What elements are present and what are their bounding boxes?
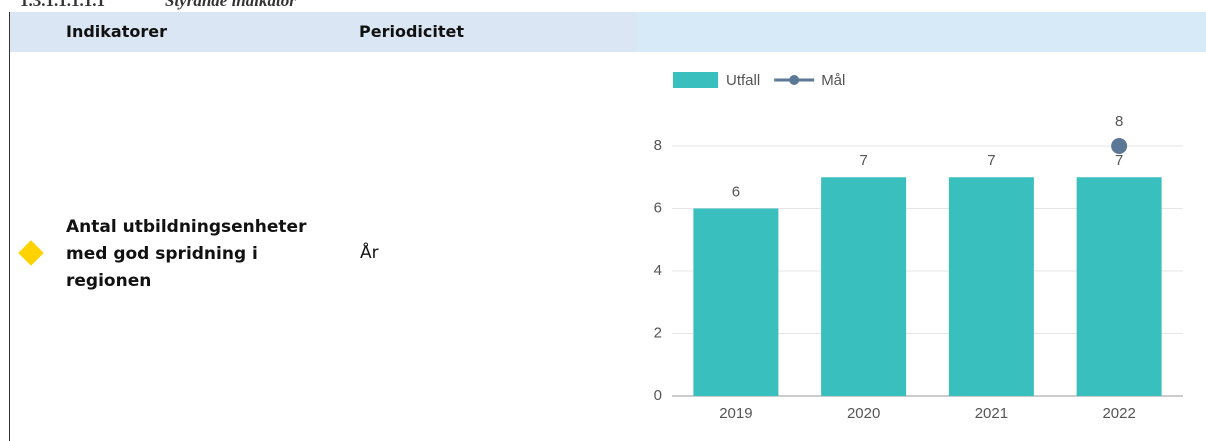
header-cell: Indikatorer: [9, 12, 347, 52]
heading-title: Styrande indikator: [165, 0, 296, 10]
bar: [821, 177, 907, 396]
x-tick-label: 2021: [975, 405, 1008, 422]
x-tick-label: 2022: [1102, 405, 1135, 422]
data-label: 6: [732, 183, 740, 200]
x-tick-label: 2020: [847, 405, 880, 422]
legend-label: Mål: [821, 72, 845, 89]
bar: [1076, 177, 1162, 396]
legend-dot: [789, 75, 800, 85]
y-tick-label: 6: [654, 199, 662, 216]
y-tick-label: 2: [654, 324, 662, 341]
data-label: 7: [859, 152, 867, 169]
bar: [948, 177, 1034, 396]
indicator-name: Antal utbildningsenheter med god spridni…: [66, 217, 307, 291]
data-label: 8: [1115, 113, 1123, 130]
goal-marker: [1111, 138, 1128, 154]
periodicity: År: [360, 243, 379, 263]
y-tick-label: 0: [654, 387, 662, 404]
table-border: [9, 12, 10, 441]
y-tick-label: 4: [654, 262, 662, 279]
heading: 1.3.1.1.1.1.1 Styrande indikator: [20, 0, 296, 11]
data-label: 7: [987, 152, 995, 169]
bar: [693, 208, 779, 396]
y-tick-label: 8: [654, 137, 662, 154]
legend-swatch: [673, 72, 718, 88]
legend-label: Utfall: [726, 72, 760, 89]
x-tick-label: 2019: [719, 405, 752, 422]
heading-number: 1.3.1.1.1.1.1: [20, 0, 105, 10]
data-label: 7: [1115, 152, 1123, 169]
header-cell: Periodicitet: [347, 12, 637, 52]
